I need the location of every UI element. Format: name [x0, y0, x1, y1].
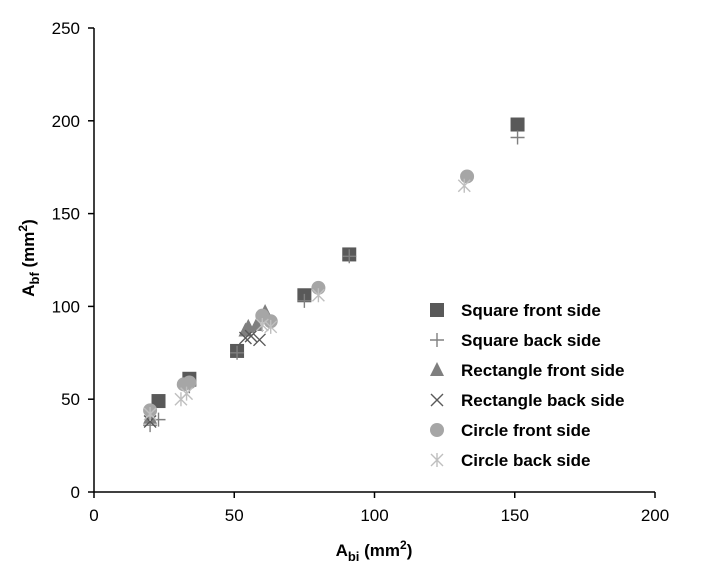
- data-point: [264, 319, 278, 334]
- data-point: [180, 386, 194, 401]
- data-point: [457, 178, 471, 193]
- data-point: [342, 249, 357, 264]
- data-point: [253, 333, 266, 347]
- legend-marker: [430, 393, 444, 407]
- legend-entry: Circle back side: [461, 451, 590, 470]
- y-tick-label: 0: [71, 483, 80, 502]
- legend-entry: Rectangle back side: [461, 391, 624, 410]
- series-5: [143, 178, 471, 422]
- y-tick-label: 200: [52, 112, 80, 131]
- data-point: [230, 345, 245, 360]
- data-point: [510, 130, 525, 145]
- data-point: [182, 375, 197, 390]
- y-tick-label: 250: [52, 19, 80, 38]
- data-point: [297, 293, 312, 308]
- x-tick-label: 50: [225, 506, 244, 525]
- y-tick-label: 100: [52, 297, 80, 316]
- data-point: [311, 288, 325, 303]
- data-point: [510, 117, 525, 132]
- legend-marker: [430, 453, 444, 467]
- legend-entry: Square back side: [461, 331, 601, 350]
- x-axis-label: Abi (mm2): [336, 538, 413, 564]
- legend: Square front side Square back side Rectang…: [430, 301, 624, 470]
- data-point: [244, 329, 258, 343]
- legend-marker: [430, 362, 444, 376]
- legend-marker: [430, 333, 444, 347]
- legend-marker: [430, 423, 444, 437]
- x-tick-label: 100: [360, 506, 388, 525]
- data-point: [460, 169, 475, 184]
- x-tick-label: 0: [89, 506, 98, 525]
- y-tick-label: 150: [52, 205, 80, 224]
- series-3: [143, 329, 266, 428]
- x-tick-label: 200: [641, 506, 669, 525]
- legend-entry: Rectangle front side: [461, 361, 624, 380]
- axes: [88, 27, 656, 498]
- legend-entry: Circle front side: [461, 421, 590, 440]
- legend-marker: [430, 303, 444, 317]
- y-axis-label: Abf (mm2): [16, 219, 42, 297]
- data-point: [143, 407, 157, 422]
- data-point: [151, 394, 166, 409]
- x-tick-label: 150: [501, 506, 529, 525]
- data-points: [143, 117, 525, 433]
- legend-entry: Square front side: [461, 301, 601, 320]
- y-tick-label: 50: [61, 390, 80, 409]
- data-point: [255, 317, 269, 332]
- tick-labels: 0 50 100 150 200 0 50 100 150 200 250: [52, 19, 670, 525]
